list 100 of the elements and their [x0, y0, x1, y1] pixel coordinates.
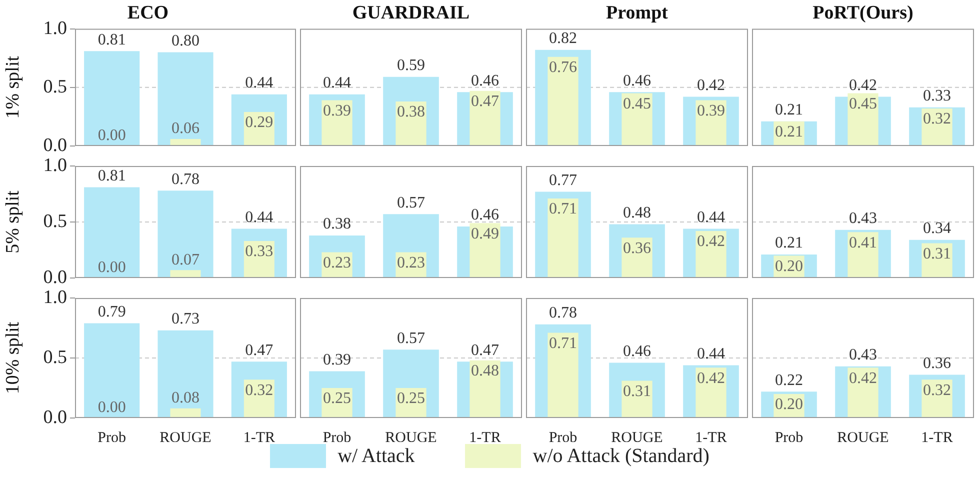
data-label: 0.25 [397, 390, 425, 408]
data-label: 0.21 [775, 102, 803, 119]
data-label: 0.36 [623, 240, 651, 257]
data-label: 0.44 [697, 208, 725, 226]
data-label: 0.47 [245, 342, 274, 359]
x-tick-label: 1-TR [695, 430, 727, 446]
x-tick-label: Prob [548, 430, 578, 446]
y-tick-label: 0.0 [43, 134, 67, 156]
data-label: 0.46 [471, 72, 499, 90]
x-tick-label: Prob [322, 430, 352, 446]
data-label: 0.77 [549, 172, 577, 189]
y-tick-label: 1.0 [43, 18, 67, 39]
data-label: 0.34 [923, 220, 951, 238]
data-label: 0.38 [397, 104, 425, 121]
y-tick-label: 0.0 [43, 406, 67, 428]
data-label: 0.47 [471, 342, 499, 359]
data-label: 0.39 [323, 102, 351, 120]
data-label: 0.00 [98, 399, 126, 416]
x-tick-label: 1-TR [469, 430, 501, 446]
data-label: 0.80 [172, 32, 200, 50]
data-label: 0.71 [549, 200, 577, 218]
data-label: 0.57 [397, 194, 425, 212]
data-label: 0.23 [397, 254, 425, 272]
data-label: 0.48 [623, 204, 651, 222]
y-tick-label: 0.5 [43, 210, 67, 232]
data-label: 0.49 [471, 225, 499, 242]
data-label: 0.45 [849, 95, 877, 112]
data-label: 0.81 [98, 31, 126, 48]
data-label: 0.20 [775, 258, 803, 275]
data-label: 0.42 [697, 233, 725, 250]
data-label: 0.31 [623, 383, 651, 400]
data-label: 0.44 [245, 208, 274, 226]
data-label: 0.45 [623, 95, 651, 112]
data-label: 0.00 [98, 259, 126, 276]
data-label: 0.46 [623, 72, 651, 90]
chart-title: ECO [127, 2, 169, 24]
y-tick-label: 0.0 [43, 266, 67, 288]
data-label: 0.07 [172, 251, 200, 268]
data-label: 0.33 [923, 88, 951, 105]
data-label: 0.00 [98, 127, 126, 144]
chart-title: GUARDRAIL [352, 2, 470, 24]
data-label: 0.42 [697, 370, 725, 387]
data-label: 0.43 [849, 210, 877, 228]
data-label: 0.42 [849, 76, 877, 94]
data-label: 0.78 [172, 170, 200, 188]
data-label: 0.32 [923, 382, 951, 399]
data-label: 0.44 [245, 74, 274, 92]
data-label: 0.23 [323, 254, 351, 272]
x-tick-label: 1-TR [243, 430, 276, 446]
data-label: 0.39 [323, 351, 351, 368]
data-label: 0.25 [323, 390, 351, 408]
data-label: 0.59 [397, 57, 425, 74]
data-label: 0.79 [98, 303, 126, 320]
data-label: 0.33 [245, 243, 274, 260]
data-label: 0.82 [549, 30, 577, 48]
y-tick-label: 1.0 [43, 154, 67, 176]
data-label: 0.29 [245, 114, 274, 132]
data-label: 0.43 [849, 346, 877, 364]
chart-title: PoRT(Ours) [812, 2, 914, 24]
x-tick-label: ROUGE [385, 430, 437, 446]
x-tick-label: ROUGE [160, 430, 212, 446]
data-label: 0.08 [172, 390, 200, 407]
data-label: 0.71 [549, 335, 577, 352]
data-label: 0.46 [471, 206, 499, 224]
y-axis-title: 10% split [2, 321, 24, 394]
x-tick-label: ROUGE [611, 430, 663, 446]
data-label: 0.47 [471, 93, 499, 110]
data-label: 0.32 [245, 382, 274, 399]
y-tick-label: 0.5 [43, 76, 67, 98]
data-label: 0.20 [775, 396, 803, 414]
data-label: 0.39 [697, 102, 725, 120]
data-label: 0.42 [697, 76, 725, 94]
legend-label: w/ Attack [338, 444, 415, 468]
data-label: 0.38 [323, 216, 351, 233]
data-label: 0.36 [923, 355, 951, 372]
data-label: 0.78 [549, 304, 577, 322]
chart-title: Prompt [606, 2, 669, 24]
y-tick-label: 1.0 [43, 286, 67, 308]
data-label: 0.44 [323, 74, 351, 92]
x-tick-label: Prob [774, 430, 804, 446]
data-label: 0.44 [697, 345, 725, 362]
y-axis-title: 5% split [2, 190, 24, 254]
y-tick-label: 0.5 [43, 346, 67, 368]
x-tick-label: Prob [98, 430, 126, 446]
legend-label: w/o Attack (Standard) [532, 444, 710, 468]
data-label: 0.76 [549, 59, 577, 76]
data-label: 0.21 [775, 124, 803, 141]
data-label: 0.42 [849, 370, 877, 387]
x-tick-label: 1-TR [921, 430, 953, 446]
data-label: 0.81 [98, 167, 126, 184]
data-label: 0.22 [775, 372, 803, 389]
data-label: 0.31 [923, 245, 951, 262]
data-label: 0.48 [471, 362, 499, 380]
data-label: 0.21 [775, 234, 803, 252]
data-label: 0.32 [923, 110, 951, 128]
data-label: 0.41 [849, 234, 877, 252]
data-label: 0.46 [623, 343, 651, 360]
data-label: 0.06 [172, 120, 200, 138]
data-label: 0.73 [172, 310, 200, 328]
y-axis-title: 1% split [2, 55, 24, 119]
